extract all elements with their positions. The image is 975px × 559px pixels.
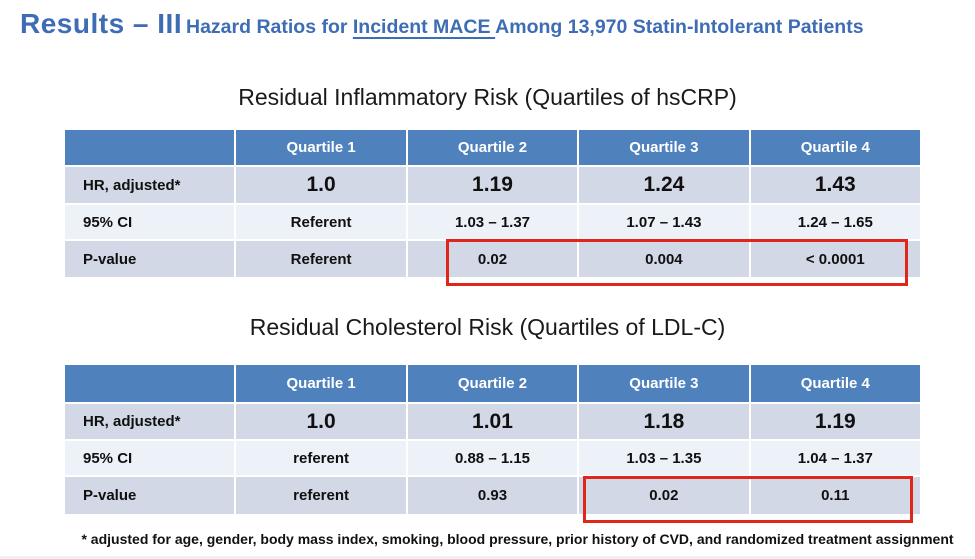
slide-title: Results – III <box>20 8 183 39</box>
table1-row-hr-label: HR, adjusted* <box>65 167 235 203</box>
table2-row-ci-label: 95% CI <box>65 441 235 475</box>
table1-hr-q2: 1.19 <box>407 167 578 203</box>
table2-row-hr-label: HR, adjusted* <box>65 404 235 439</box>
slide-subtitle: Hazard Ratios for Incident MACE Among 13… <box>186 16 864 39</box>
table2-p-q3: 0.02 <box>579 477 749 514</box>
table-ldlc: Quartile 1 Quartile 2 Quartile 3 Quartil… <box>65 365 920 514</box>
table2-ci-q1: referent <box>236 441 406 475</box>
table2-row-p-label: P-value <box>65 477 235 514</box>
table1-ci-q2: 1.03 – 1.37 <box>407 205 578 239</box>
table1-ci-q4: 1.24 – 1.65 <box>750 205 920 239</box>
table2-ci-q3: 1.03 – 1.35 <box>579 441 749 475</box>
table1-p-q4: < 0.0001 <box>750 241 920 277</box>
table2-hr-q4: 1.19 <box>750 404 920 439</box>
subtitle-suffix: Among 13,970 Statin-Intolerant Patients <box>495 16 864 38</box>
table2-ci-q2: 0.88 – 1.15 <box>407 441 578 475</box>
subtitle-underlined-text: Incident MACE <box>352 16 496 38</box>
table2-header-q3: Quartile 3 <box>579 365 749 402</box>
table1-p-q2: 0.02 <box>407 241 578 277</box>
bottom-divider <box>0 556 975 559</box>
table1-hr-q4: 1.43 <box>750 167 920 203</box>
table1-p-q1: Referent <box>236 241 406 277</box>
table2-header-q1: Quartile 1 <box>236 365 406 402</box>
table1-header-empty <box>65 130 235 165</box>
table2-ci-q4: 1.04 – 1.37 <box>750 441 920 475</box>
table1-header-q3: Quartile 3 <box>579 130 749 165</box>
table1-title: Residual Inflammatory Risk (Quartiles of… <box>238 84 737 110</box>
table2-hr-q3: 1.18 <box>579 404 749 439</box>
table2-hr-q1: 1.0 <box>236 404 406 439</box>
table2-header-q4: Quartile 4 <box>750 365 920 402</box>
table1-hr-q3: 1.24 <box>579 167 749 203</box>
table1-header-q1: Quartile 1 <box>236 130 406 165</box>
table1-p-q3: 0.004 <box>579 241 749 277</box>
table1-header-q2: Quartile 2 <box>407 130 578 165</box>
footnote: * adjusted for age, gender, body mass in… <box>81 531 954 547</box>
table2-header-q2: Quartile 2 <box>407 365 578 402</box>
table1-ci-q3: 1.07 – 1.43 <box>579 205 749 239</box>
table2-title: Residual Cholesterol Risk (Quartiles of … <box>249 314 726 340</box>
table2-p-q1: referent <box>236 477 406 514</box>
table2-header-empty <box>65 365 235 402</box>
table-hscrp: Quartile 1 Quartile 2 Quartile 3 Quartil… <box>65 130 920 277</box>
table1-header-q4: Quartile 4 <box>750 130 920 165</box>
subtitle-prefix: Hazard Ratios for <box>186 16 353 38</box>
table2-hr-q2: 1.01 <box>407 404 578 439</box>
table1-ci-q1: Referent <box>236 205 406 239</box>
table1-hr-q1: 1.0 <box>236 167 406 203</box>
table1-row-ci-label: 95% CI <box>65 205 235 239</box>
table2-p-q4: 0.11 <box>750 477 920 514</box>
table2-p-q2: 0.93 <box>407 477 578 514</box>
table1-row-p-label: P-value <box>65 241 235 277</box>
